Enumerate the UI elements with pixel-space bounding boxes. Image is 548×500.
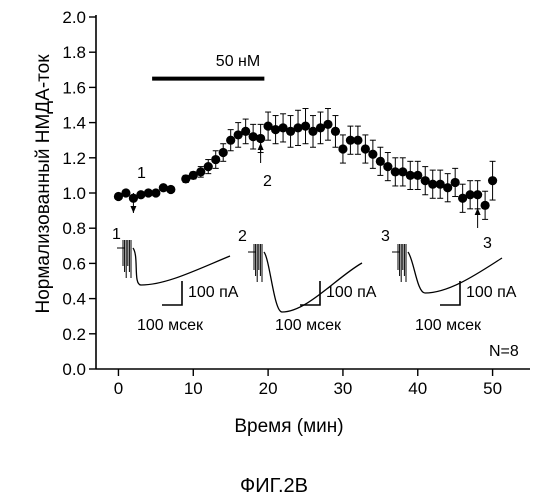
x-tick-label: 50 xyxy=(483,379,502,398)
n-label: N=8 xyxy=(489,343,519,360)
inset-trace-label: 2 xyxy=(238,228,247,245)
data-point xyxy=(481,201,490,210)
y-axis-label: Нормализованный НМДА-ток xyxy=(33,54,54,314)
trace-marker-label: 3 xyxy=(483,235,492,252)
trace-marker-label: 1 xyxy=(137,165,146,182)
data-point xyxy=(451,178,460,187)
x-tick-label: 10 xyxy=(184,379,203,398)
inset-scale-time-label: 100 мсек xyxy=(275,317,342,334)
inset-trace-label: 1 xyxy=(112,226,121,243)
y-tick-label: 0.2 xyxy=(62,325,86,344)
data-point xyxy=(204,162,213,171)
data-point xyxy=(323,120,332,129)
data-point xyxy=(256,134,265,143)
data-point xyxy=(151,188,160,197)
data-point xyxy=(226,136,235,145)
data-point xyxy=(488,176,497,185)
inset-scale-time-label: 100 мсек xyxy=(137,317,204,334)
y-tick-label: 2.0 xyxy=(62,8,86,27)
y-tick-label: 1.4 xyxy=(62,114,86,133)
inset-scale-current-label: 100 пА xyxy=(326,284,377,301)
data-point xyxy=(121,188,130,197)
data-point xyxy=(353,136,362,145)
data-point xyxy=(443,183,452,192)
y-tick-label: 0.8 xyxy=(62,219,86,238)
trace-marker-label: 2 xyxy=(263,173,272,190)
data-point xyxy=(413,171,422,180)
data-point xyxy=(361,144,370,153)
data-point xyxy=(331,127,340,136)
y-tick-label: 1.0 xyxy=(62,184,86,203)
inset-scale-current-label: 100 пА xyxy=(188,284,239,301)
data-point xyxy=(383,162,392,171)
drug-bar-label: 50 нМ xyxy=(216,53,260,70)
inset-scale-current-label: 100 пА xyxy=(466,284,517,301)
y-tick-label: 1.2 xyxy=(62,149,86,168)
y-tick-label: 0.6 xyxy=(62,254,86,273)
x-tick-label: 20 xyxy=(259,379,278,398)
x-axis-label: Время (мин) xyxy=(234,416,343,437)
data-point xyxy=(241,127,250,136)
data-point xyxy=(376,157,385,166)
figure-caption: ФИГ.2В xyxy=(240,475,308,497)
data-point xyxy=(211,155,220,164)
y-tick-label: 1.8 xyxy=(62,43,86,62)
x-tick-label: 0 xyxy=(114,379,123,398)
data-point xyxy=(301,122,310,131)
x-tick-label: 30 xyxy=(333,379,352,398)
data-point xyxy=(338,144,347,153)
data-point xyxy=(196,167,205,176)
data-point xyxy=(368,150,377,159)
data-point xyxy=(166,185,175,194)
y-tick-label: 0.4 xyxy=(62,290,86,309)
x-tick-label: 40 xyxy=(408,379,427,398)
y-tick-label: 0.0 xyxy=(62,360,86,379)
data-point xyxy=(219,148,228,157)
y-tick-label: 1.6 xyxy=(62,78,86,97)
inset-trace-label: 3 xyxy=(381,228,390,245)
data-point xyxy=(473,190,482,199)
inset-scale-time-label: 100 мсек xyxy=(415,317,482,334)
